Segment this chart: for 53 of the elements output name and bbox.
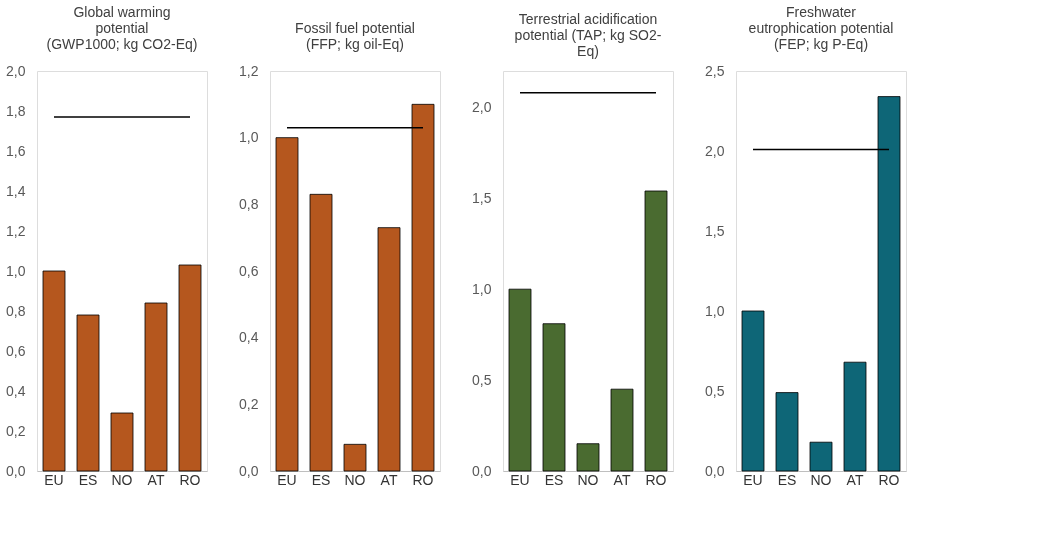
y-tick-label: 1,6	[6, 142, 26, 159]
y-tick-label: 2,0	[6, 62, 26, 79]
y-tick-label: 2,5	[705, 62, 725, 79]
y-tick-label: 1,8	[6, 102, 26, 119]
x-tick-label: AT	[380, 471, 398, 488]
y-tick-label: 0,2	[6, 422, 26, 439]
x-tick-label: ES	[311, 471, 331, 488]
chart-title: Terrestrial acidification potential (TAP; kg SO2- Eq)	[514, 11, 662, 59]
y-tick-label: 0,4	[6, 382, 26, 399]
y-tick-label: 0,8	[239, 195, 259, 212]
y-tick-label: 1,2	[239, 62, 259, 79]
y-tick-label: 0,0	[472, 462, 492, 479]
x-tick-label: EU	[277, 471, 297, 488]
y-tick-label: 0,0	[6, 462, 26, 479]
y-tick-label: 0,5	[472, 371, 492, 388]
x-tick-label: AT	[846, 471, 864, 488]
y-tick-label: 1,0	[705, 302, 725, 319]
x-tick-label: ES	[544, 471, 564, 488]
x-tick-label: NO	[111, 471, 133, 488]
x-tick-label: NO	[810, 471, 832, 488]
y-tick-label: 0,2	[239, 395, 259, 412]
y-tick-label: 1,0	[6, 262, 26, 279]
y-tick-label: 0,0	[239, 462, 259, 479]
x-tick-label: AT	[147, 471, 165, 488]
x-tick-label: RO	[878, 471, 900, 488]
y-tick-label: 0,6	[6, 342, 26, 359]
y-tick-label: 1,0	[239, 129, 259, 146]
x-tick-label: RO	[412, 471, 434, 488]
x-tick-label: ES	[777, 471, 797, 488]
chart-title: Global warming potential (GWP1000; kg CO2-Eq)	[46, 4, 198, 52]
y-tick-label: 0,0	[705, 462, 725, 479]
y-tick-label: 0,5	[705, 382, 725, 399]
chart-title: Freshwater eutrophication potential (FEP; kg P-Eq)	[748, 4, 894, 52]
x-tick-label: ES	[78, 471, 98, 488]
y-tick-label: 2,0	[472, 98, 492, 115]
y-tick-label: 1,0	[472, 280, 492, 297]
y-tick-label: 0,8	[6, 302, 26, 319]
y-tick-label: 2,0	[705, 142, 725, 159]
x-tick-label: RO	[645, 471, 667, 488]
y-tick-label: 1,5	[705, 222, 725, 239]
y-tick-label: 1,5	[472, 189, 492, 206]
chart-title: Fossil fuel potential (FFP; kg oil-Eq)	[295, 20, 415, 52]
y-tick-label: 1,2	[6, 222, 26, 239]
x-tick-label: EU	[510, 471, 530, 488]
x-tick-label: EU	[44, 471, 64, 488]
y-tick-label: 0,4	[239, 329, 259, 346]
x-tick-label: NO	[344, 471, 366, 488]
x-tick-label: EU	[743, 471, 763, 488]
y-tick-label: 1,4	[6, 182, 26, 199]
x-tick-label: NO	[577, 471, 599, 488]
x-tick-label: RO	[179, 471, 201, 488]
x-tick-label: AT	[613, 471, 631, 488]
y-tick-label: 0,6	[239, 262, 259, 279]
